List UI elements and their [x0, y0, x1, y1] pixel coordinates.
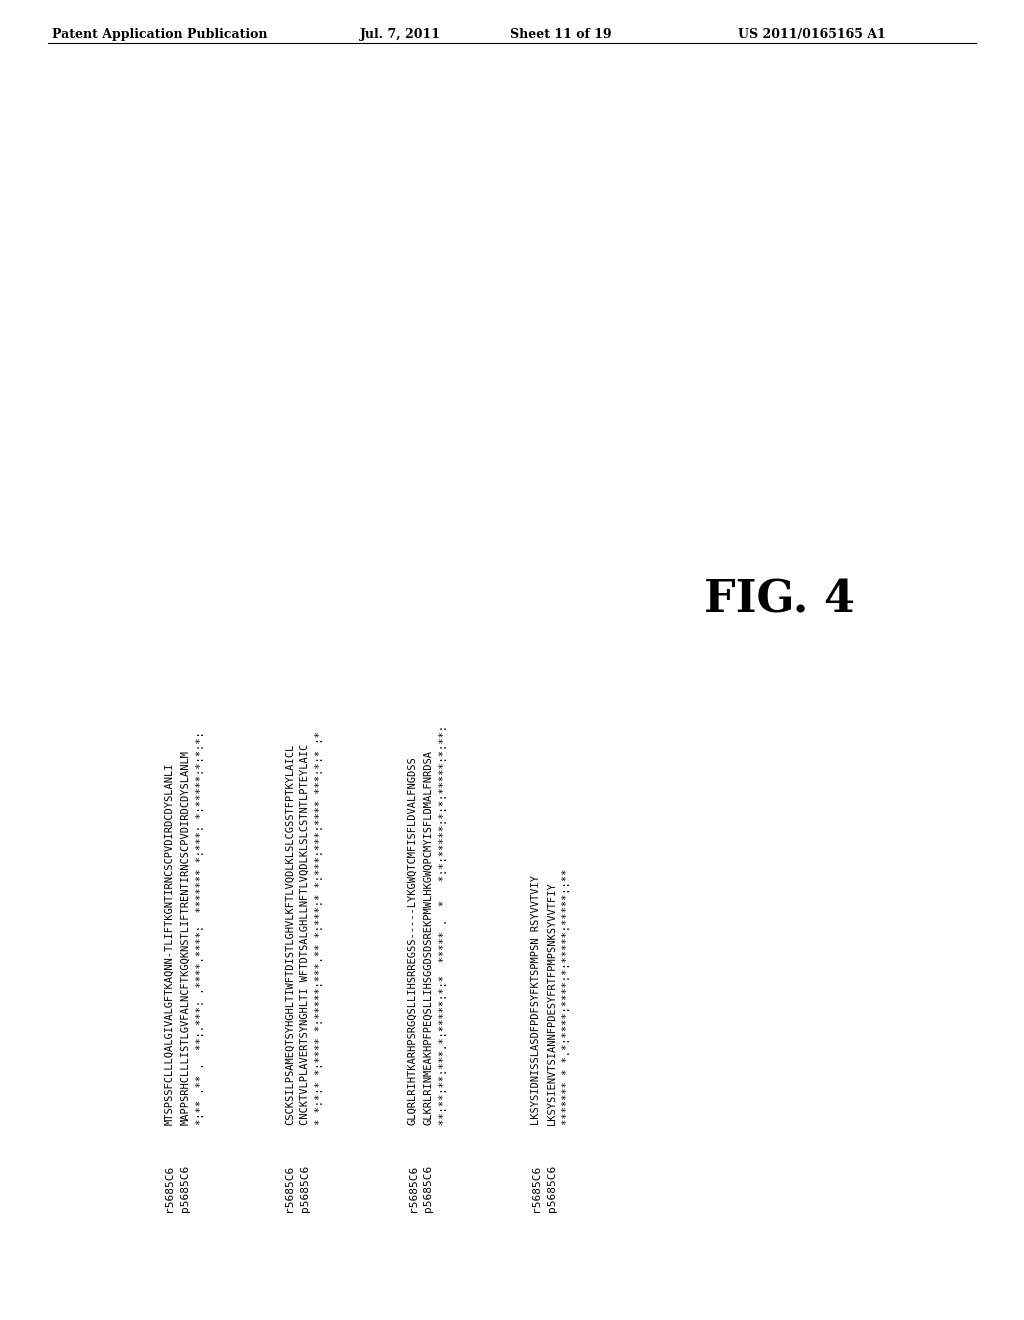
Text: Jul. 7, 2011: Jul. 7, 2011 [360, 28, 441, 41]
Text: ******* * *.*:****:****:*:*****:*****::**: ******* * *.*:****:****:*:*****:*****::*… [562, 869, 572, 1125]
Text: * *:*:* *:**** *:*****:***.** *:***:* *:***:***:**** ***:*:* :*: * *:*:* *:**** *:*****:***.** *:***:* *:… [315, 731, 326, 1125]
Text: *:** .** .  **:.***: .****.****:  ******* *:***: *:*****:*:*:*:: *:** .** . **:.***: .****.****: ******* … [196, 731, 206, 1125]
Text: Sheet 11 of 19: Sheet 11 of 19 [510, 28, 611, 41]
Text: GLQRLRIHTKARHPSRGQSLLIHSRREGSS-----LYKGWQTCMFISFLDVALFNGDSS: GLQRLRIHTKARHPSRGQSLLIHSRREGSS-----LYKGW… [408, 756, 418, 1125]
Text: CSCKSILPSAMEQTSYHGHLTIWFTDISTLGHVLKFTLVQDLKLSLCGSSTFPTKYLAICL: CSCKSILPSAMEQTSYHGHLTIWFTDISTLGHVLKFTLVQ… [285, 743, 295, 1125]
Text: LKSYSIENVTSIANNFPDESYFRTFPMPSNKSYVVTFIY: LKSYSIENVTSIANNFPDESYFRTFPMPSNKSYVVTFIY [547, 882, 557, 1125]
Text: p5685C6: p5685C6 [547, 1164, 557, 1212]
Text: p5685C6: p5685C6 [423, 1164, 433, 1212]
Text: **:**:**:***.*:*****:*:*  ***** .  *   *:*:*****:*:*:*****:*:**:: **:**:**:***.*:*****:*:* ***** . * *:*:*… [438, 725, 449, 1125]
Text: GLKRLRINMEAKHPFPEQSLLIHSGGDSDSREKPMWLHKGWQPCMYISFLDMALFNRDSA: GLKRLRINMEAKHPFPEQSLLIHSGGDSDSREKPMWLHKG… [423, 750, 433, 1125]
Text: FIG. 4: FIG. 4 [705, 578, 855, 622]
Text: p5685C6: p5685C6 [300, 1164, 310, 1212]
Text: p5685C6: p5685C6 [180, 1164, 190, 1212]
Text: MAPPSRHCLLLISTLGVFALNCFTKGQKNSTLIFTRENTIRNCSCPVDIRDCDYSLANLM: MAPPSRHCLLLISTLGVFALNCFTKGQKNSTLIFTRENTI… [180, 750, 190, 1125]
Text: r5685C6: r5685C6 [285, 1164, 295, 1212]
Text: r5685C6: r5685C6 [531, 1164, 542, 1212]
Text: US 2011/0165165 A1: US 2011/0165165 A1 [738, 28, 886, 41]
Text: r5685C6: r5685C6 [165, 1164, 174, 1212]
Text: CNCKTVLPLAVERTSYNGHLTI WFTDTSALGHLLNFTLVQDLKLSLCSTNTLPTEYLAIC: CNCKTVLPLAVERTSYNGHLTI WFTDTSALGHLLNFTLV… [300, 743, 310, 1125]
Text: Patent Application Publication: Patent Application Publication [52, 28, 267, 41]
Text: LKSYSIDNISSLASDFPDFSYFKTSPMPSN RSYVVTVIY: LKSYSIDNISSLASDFPDFSYFKTSPMPSN RSYVVTVIY [531, 875, 542, 1125]
Text: r5685C6: r5685C6 [408, 1164, 418, 1212]
Text: MTSPSSFCLLLQALGIVALGFTKAQNN-TLIFTKGNTIRNCSCPVDIRDCDYSLANLI: MTSPSSFCLLLQALGIVALGFTKAQNN-TLIFTKGNTIRN… [165, 763, 174, 1125]
